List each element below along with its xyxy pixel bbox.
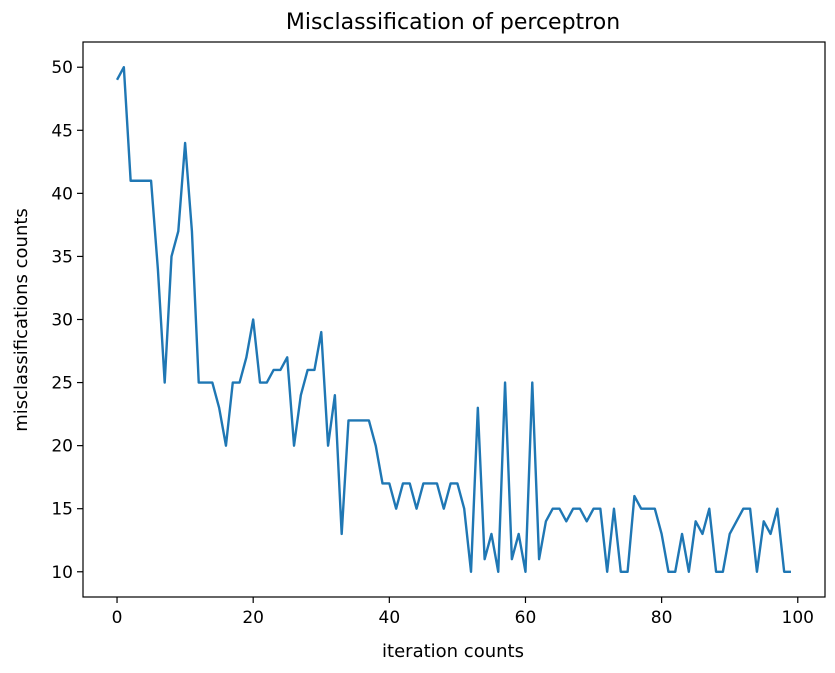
y-axis-title: misclassifications counts: [11, 208, 32, 432]
plot-area: [82, 41, 826, 598]
x-tick-label: 0: [112, 608, 123, 628]
series-line-0: [115, 66, 791, 573]
x-tick-label: 40: [379, 608, 401, 628]
y-tick-label: 10: [51, 563, 73, 583]
x-axis: 0 20 40 60 80 100: [112, 597, 814, 628]
y-axis: 10 15 20 25 30 35 40 45 50: [51, 58, 83, 583]
x-tick-label: 100: [782, 608, 814, 628]
y-tick-label: 35: [51, 247, 73, 267]
x-axis-title: iteration counts: [382, 641, 524, 662]
y-tick-label: 20: [51, 437, 73, 457]
y-tick-label: 45: [51, 121, 73, 141]
plot-frame: [82, 41, 826, 598]
x-tick-label: 80: [651, 608, 673, 628]
y-tick-label: 25: [51, 374, 73, 394]
y-tick-label: 15: [51, 500, 73, 520]
chart-title: Misclassification of perceptron: [286, 10, 620, 35]
y-tick-label: 50: [51, 58, 73, 78]
x-tick-label: 60: [515, 608, 537, 628]
y-tick-label: 30: [51, 311, 73, 331]
x-tick-label: 20: [242, 608, 264, 628]
y-tick-label: 40: [51, 184, 73, 204]
